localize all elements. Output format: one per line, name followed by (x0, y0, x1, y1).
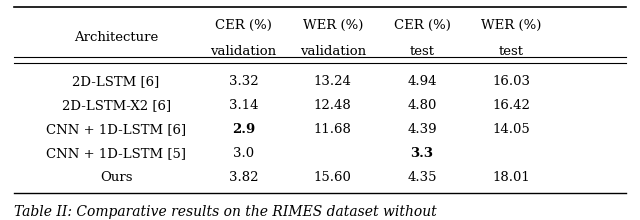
Text: WER (%): WER (%) (481, 19, 541, 32)
Text: Table II: Comparative results on the RIMES dataset without: Table II: Comparative results on the RIM… (14, 205, 437, 219)
Text: 15.60: 15.60 (314, 171, 352, 184)
Text: validation: validation (211, 45, 276, 58)
Text: 3.3: 3.3 (410, 147, 433, 160)
Text: 11.68: 11.68 (314, 123, 352, 136)
Text: validation: validation (300, 45, 366, 58)
Text: Ours: Ours (100, 171, 132, 184)
Text: 4.80: 4.80 (407, 99, 436, 112)
Text: 4.39: 4.39 (407, 123, 436, 136)
Text: 2D-LSTM-X2 [6]: 2D-LSTM-X2 [6] (61, 99, 171, 112)
Text: 14.05: 14.05 (492, 123, 530, 136)
Text: 2D-LSTM [6]: 2D-LSTM [6] (72, 75, 160, 88)
Text: CNN + 1D-LSTM [6]: CNN + 1D-LSTM [6] (46, 123, 186, 136)
Text: 3.32: 3.32 (228, 75, 259, 88)
Text: 12.48: 12.48 (314, 99, 351, 112)
Text: 3.0: 3.0 (233, 147, 254, 160)
Text: 3.14: 3.14 (228, 99, 259, 112)
Text: 16.42: 16.42 (492, 99, 530, 112)
Text: CER (%): CER (%) (394, 19, 451, 32)
Text: Architecture: Architecture (74, 31, 158, 44)
Text: 2.9: 2.9 (232, 123, 255, 136)
Text: 16.03: 16.03 (492, 75, 530, 88)
Text: 4.35: 4.35 (407, 171, 436, 184)
Text: test: test (499, 45, 524, 58)
Text: 18.01: 18.01 (492, 171, 530, 184)
Text: WER (%): WER (%) (303, 19, 363, 32)
Text: 4.94: 4.94 (407, 75, 436, 88)
Text: CER (%): CER (%) (215, 19, 272, 32)
Text: 3.82: 3.82 (228, 171, 259, 184)
Text: CNN + 1D-LSTM [5]: CNN + 1D-LSTM [5] (46, 147, 186, 160)
Text: test: test (410, 45, 435, 58)
Text: 13.24: 13.24 (314, 75, 352, 88)
